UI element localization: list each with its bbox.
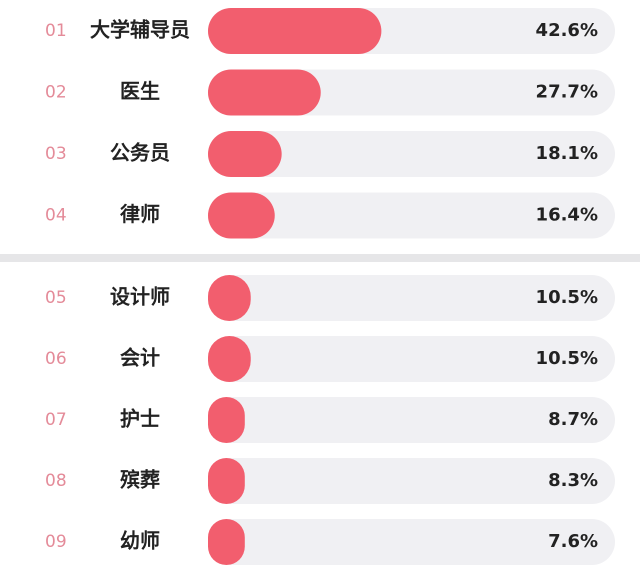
rank-label: 05 [45, 288, 67, 308]
rank-label: 09 [45, 532, 67, 552]
bar [208, 519, 245, 565]
rank-label: 06 [45, 349, 67, 369]
value-label: 27.7% [536, 82, 598, 103]
category-label: 公务员 [110, 141, 170, 165]
category-label: 医生 [120, 79, 160, 103]
category-label: 大学辅导员 [90, 18, 190, 42]
rank-label: 01 [45, 21, 67, 41]
rank-label: 07 [45, 410, 67, 430]
value-label: 10.5% [536, 287, 598, 308]
bar-track [208, 275, 615, 321]
bar [208, 275, 251, 321]
bar-track [208, 458, 615, 504]
value-label: 8.7% [548, 409, 598, 430]
bar-track [208, 192, 615, 239]
bar [208, 131, 282, 177]
rank-label: 03 [45, 144, 67, 164]
rank-label: 08 [45, 471, 67, 491]
category-label: 幼师 [120, 529, 160, 553]
rank-label: 02 [45, 83, 67, 103]
panel-separator [0, 254, 640, 262]
value-label: 7.6% [548, 531, 598, 552]
bar [208, 192, 275, 239]
category-label: 护士 [120, 407, 160, 431]
category-label: 殡葬 [120, 468, 160, 492]
value-label: 10.5% [536, 348, 598, 369]
bar-track [208, 131, 615, 177]
category-label: 设计师 [110, 285, 170, 309]
value-label: 16.4% [536, 205, 598, 226]
value-label: 18.1% [536, 143, 598, 164]
bar-track [208, 397, 615, 443]
bar [208, 8, 382, 54]
bar [208, 336, 251, 382]
value-label: 8.3% [548, 470, 598, 491]
bar [208, 458, 245, 504]
category-label: 会计 [120, 346, 160, 370]
bar [208, 69, 321, 116]
category-label: 律师 [120, 202, 160, 226]
value-label: 42.6% [536, 20, 598, 41]
rank-label: 04 [45, 206, 67, 226]
bar [208, 397, 245, 443]
bar-track [208, 336, 615, 382]
bar-track [208, 519, 615, 565]
